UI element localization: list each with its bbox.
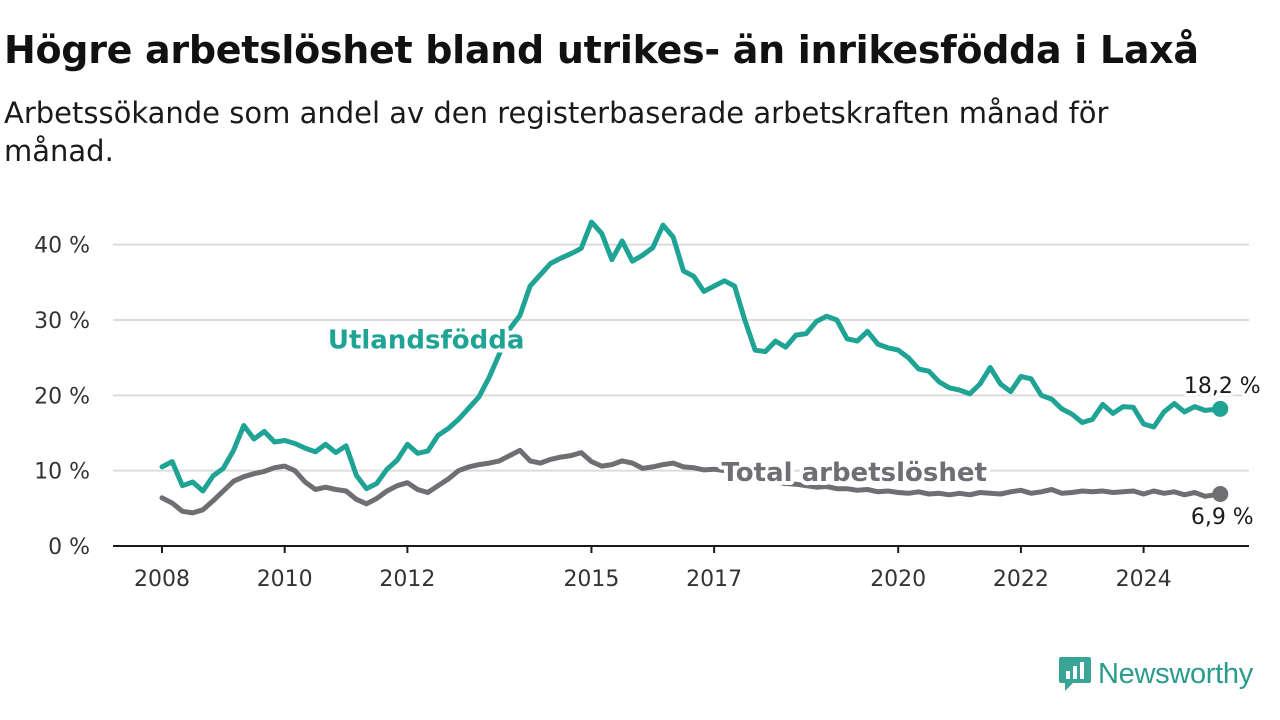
series-label: Total arbetslöshet [722,458,987,488]
series-line-1 [159,447,1223,516]
chart-subtitle: Arbetssökande som andel av den registerb… [4,96,1109,168]
x-tick-label: 2012 [379,567,435,592]
series-end-value-label: 18,2 % [1184,374,1261,399]
newsworthy-logo-icon [1059,657,1091,691]
y-tick-label: 30 % [34,309,90,334]
x-tick-label: 2024 [1116,567,1172,592]
x-tick-label: 2008 [134,567,190,592]
newsworthy-logo-text: Newsworthy [1098,657,1253,690]
series-end-marker [1212,486,1229,503]
y-tick-label: 0 % [48,535,90,560]
y-tick-label: 10 % [34,460,90,485]
series-line-0 [159,219,1223,494]
series-end-marker [1212,400,1229,417]
chart-title: Högre arbetslöshet bland utrikes- än inr… [4,28,1199,72]
x-tick-label: 2022 [993,567,1049,592]
x-tick-label: 2020 [870,567,926,592]
x-tick-label: 2010 [257,567,313,592]
x-tick-label: 2015 [563,567,619,592]
x-tick-label: 2017 [686,567,742,592]
newsworthy-logo: Newsworthy [1058,654,1253,694]
y-tick-label: 40 % [34,234,90,259]
series-label: Utlandsfödda [328,326,525,356]
y-tick-label: 20 % [34,384,90,409]
series-end-value-label: 6,9 % [1191,505,1254,530]
